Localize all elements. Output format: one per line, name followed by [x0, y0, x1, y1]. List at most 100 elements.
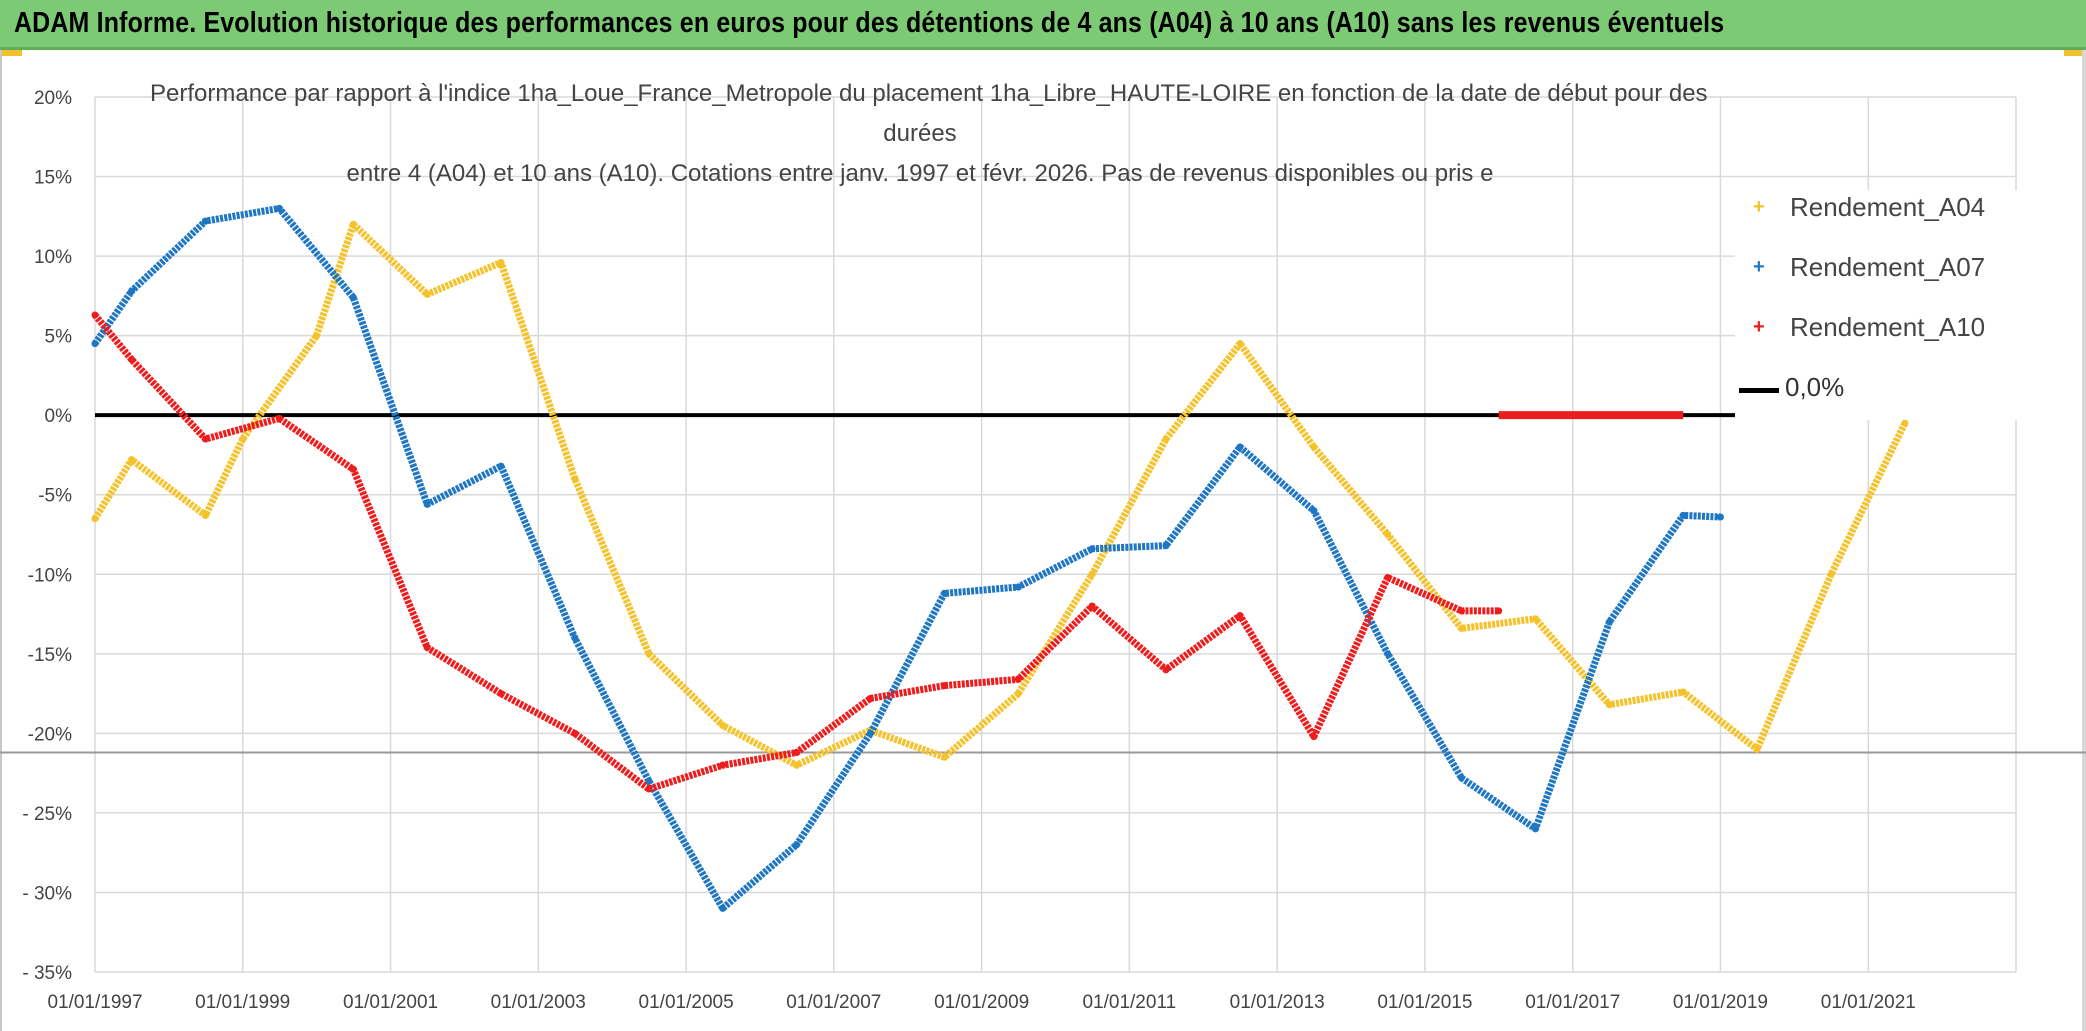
corner-accent-right [2064, 50, 2086, 56]
data-point-Rendement_A04 [313, 332, 321, 340]
series-line-Rendement_A10 [92, 312, 1499, 793]
y-tick-label: 10% [34, 247, 72, 268]
data-point-Rendement_A04 [201, 511, 209, 519]
legend-line-zero [1739, 388, 1779, 393]
y-tick-label: -5% [38, 486, 72, 507]
chart-title-line-3: entre 4 (A04) et 10 ans (A10). Cotations… [346, 160, 1494, 187]
y-tick-label: -10% [28, 565, 72, 586]
report-title: ADAM Informe. Evolution historique des p… [14, 7, 1725, 39]
data-point-Rendement_A10 [1495, 607, 1503, 615]
legend-marker-a04: + [1753, 196, 1765, 218]
data-point-Rendement_A04 [1162, 435, 1170, 443]
data-point-Rendement_A07 [1014, 583, 1022, 591]
data-point-Rendement_A07 [1088, 545, 1096, 553]
data-point-Rendement_A04 [239, 435, 247, 443]
data-point-Rendement_A10 [497, 690, 505, 698]
legend-item-zero: 0,0% [1735, 370, 2035, 410]
chart-legend: + Rendement_A04 + Rendement_A07 + Rendem… [1735, 190, 2035, 420]
data-point-Rendement_A07 [497, 462, 505, 470]
y-tick-label: -15% [28, 645, 72, 666]
data-point-Rendement_A04 [1753, 745, 1761, 753]
y-tick-label: 20% [34, 88, 72, 109]
chart-title-line-2: durées [883, 120, 957, 147]
data-point-Rendement_A10 [91, 311, 99, 319]
y-tick-label: 5% [45, 327, 73, 348]
data-point-Rendement_A10 [349, 465, 357, 473]
data-point-Rendement_A10 [1088, 602, 1096, 610]
x-tick-label: 01/01/2017 [1525, 992, 1620, 1013]
data-point-Rendement_A10 [793, 748, 801, 756]
data-point-Rendement_A04 [1532, 615, 1540, 623]
report-header: ADAM Informe. Evolution historique des p… [0, 0, 2086, 50]
data-point-Rendement_A04 [1679, 688, 1687, 696]
x-tick-label: 01/01/2021 [1821, 992, 1916, 1013]
data-point-Rendement_A07 [719, 904, 727, 912]
x-tick-label: 01/01/1997 [47, 992, 142, 1013]
data-point-Rendement_A04 [1236, 340, 1244, 348]
data-point-Rendement_A10 [1458, 607, 1466, 615]
data-point-Rendement_A07 [1236, 443, 1244, 451]
y-tick-label: 15% [34, 168, 72, 189]
x-tick-label: 01/01/2013 [1230, 992, 1325, 1013]
data-point-Rendement_A04 [1901, 419, 1909, 427]
data-point-Rendement_A04 [571, 475, 579, 483]
data-point-Rendement_A10 [1014, 675, 1022, 683]
data-point-Rendement_A04 [1384, 531, 1392, 538]
legend-label-a04: Rendement_A04 [1790, 192, 1986, 222]
data-point-Rendement_A04 [645, 650, 653, 658]
data-point-Rendement_A10 [1162, 666, 1170, 674]
data-point-Rendement_A07 [91, 340, 99, 348]
x-tick-label: 01/01/2011 [1082, 992, 1176, 1013]
data-point-Rendement_A10 [275, 414, 283, 422]
legend-label-zero: 0,0% [1785, 372, 1845, 402]
series-line-Rendement_A07 [92, 204, 1721, 912]
legend-label-a07: Rendement_A07 [1790, 252, 1986, 282]
data-point-Rendement_A07 [1384, 650, 1392, 658]
chart-title-line-1: Performance par rapport à l'indice 1ha_L… [150, 80, 1708, 107]
data-point-Rendement_A07 [201, 217, 209, 225]
data-point-Rendement_A07 [1162, 542, 1170, 550]
data-point-Rendement_A07 [1532, 825, 1540, 833]
data-point-Rendement_A04 [719, 721, 727, 729]
data-point-Rendement_A04 [1088, 570, 1096, 578]
data-point-Rendement_A04 [793, 761, 801, 769]
data-point-Rendement_A04 [349, 220, 357, 228]
data-point-Rendement_A10 [423, 643, 431, 651]
data-point-Rendement_A07 [940, 589, 948, 597]
legend-item-a04: + Rendement_A04 [1735, 190, 2035, 230]
data-point-Rendement_A10 [645, 785, 653, 793]
data-point-Rendement_A07 [866, 729, 874, 737]
y-tick-label: -20% [28, 724, 72, 745]
x-tick-label: 01/01/2001 [343, 992, 438, 1013]
x-tick-label: 01/01/2019 [1673, 992, 1768, 1013]
data-point-Rendement_A04 [91, 515, 99, 523]
data-point-Rendement_A10 [1310, 733, 1318, 741]
y-tick-label: 0% [45, 406, 73, 427]
x-tick-label: 01/01/2015 [1377, 992, 1472, 1013]
data-point-Rendement_A04 [1014, 690, 1022, 698]
data-point-Rendement_A07 [1716, 513, 1724, 521]
data-point-Rendement_A07 [275, 204, 283, 212]
data-point-Rendement_A04 [1310, 443, 1318, 451]
x-tick-label: 01/01/2003 [491, 992, 586, 1013]
x-tick-label: 01/01/2005 [639, 992, 734, 1013]
data-point-Rendement_A10 [866, 694, 874, 702]
legend-item-a10: + Rendement_A10 [1735, 310, 2035, 350]
data-point-Rendement_A07 [349, 293, 357, 301]
data-point-Rendement_A10 [1384, 573, 1392, 581]
data-point-Rendement_A04 [128, 456, 136, 464]
data-point-Rendement_A10 [128, 356, 136, 363]
y-tick-label: - 30% [22, 883, 72, 904]
data-point-Rendement_A10 [719, 761, 727, 769]
x-tick-label: 01/01/2009 [934, 992, 1029, 1013]
data-point-Rendement_A07 [571, 634, 579, 642]
y-tick-label: - 25% [22, 804, 72, 825]
frame-border-right [2082, 50, 2086, 1031]
data-point-Rendement_A07 [1679, 511, 1687, 519]
y-tick-label: - 35% [22, 963, 72, 984]
data-point-Rendement_A10 [201, 435, 209, 443]
data-point-Rendement_A04 [1605, 701, 1613, 709]
data-point-Rendement_A04 [497, 258, 505, 266]
data-point-Rendement_A07 [1605, 618, 1613, 626]
data-point-Rendement_A07 [645, 777, 653, 785]
